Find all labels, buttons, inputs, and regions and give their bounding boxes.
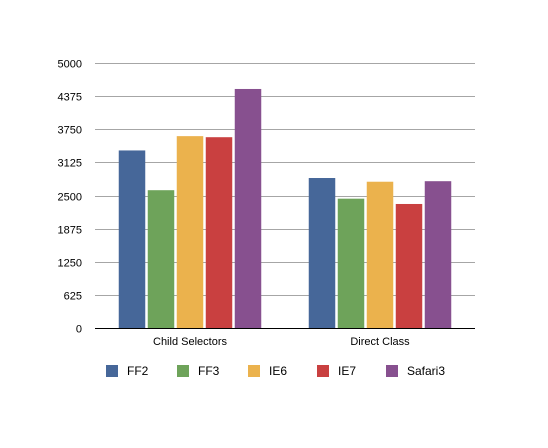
legend-swatch bbox=[386, 365, 398, 377]
bar-ff2-child-selectors bbox=[118, 150, 146, 328]
bar-ff2-direct-class bbox=[308, 178, 336, 328]
bar-ff3-direct-class bbox=[337, 198, 365, 328]
legend-swatch bbox=[248, 365, 260, 377]
legend: FF2 FF3 IE6 IE7 Safari3 bbox=[106, 364, 445, 378]
x-category-label: Child Selectors bbox=[153, 336, 227, 348]
y-axis: 0 625 1250 1875 2500 3125 3750 4375 5000 bbox=[58, 59, 82, 336]
y-tick-label: 3750 bbox=[58, 125, 82, 137]
bar-ie6-direct-class bbox=[366, 181, 394, 328]
y-tick-label: 3125 bbox=[58, 158, 82, 170]
legend-swatch bbox=[177, 365, 189, 377]
y-tick-label: 1250 bbox=[58, 258, 82, 270]
bar-ff3-child-selectors bbox=[147, 190, 175, 328]
y-tick-label: 2500 bbox=[58, 192, 82, 204]
legend-label: Safari3 bbox=[407, 364, 445, 378]
legend-label: IE6 bbox=[269, 364, 287, 378]
x-axis: Child Selectors Direct Class bbox=[95, 328, 475, 348]
legend-label: FF3 bbox=[198, 364, 220, 378]
bar-safari3-direct-class bbox=[424, 181, 452, 328]
y-tick-label: 5000 bbox=[58, 59, 82, 71]
legend-swatch bbox=[317, 365, 329, 377]
legend-label: FF2 bbox=[127, 364, 149, 378]
y-tick-label: 1875 bbox=[58, 225, 82, 237]
bar-ie6-child-selectors bbox=[176, 136, 204, 328]
legend-swatch bbox=[106, 365, 118, 377]
legend-label: IE7 bbox=[338, 364, 356, 378]
x-category-label: Direct Class bbox=[350, 336, 410, 348]
y-tick-label: 4375 bbox=[58, 92, 82, 104]
y-tick-label: 625 bbox=[64, 291, 82, 303]
y-tick-label: 0 bbox=[76, 324, 82, 336]
bar-ie7-direct-class bbox=[395, 203, 423, 328]
bars bbox=[118, 88, 452, 328]
bar-ie7-child-selectors bbox=[205, 137, 233, 328]
bar-safari3-child-selectors bbox=[234, 88, 262, 328]
